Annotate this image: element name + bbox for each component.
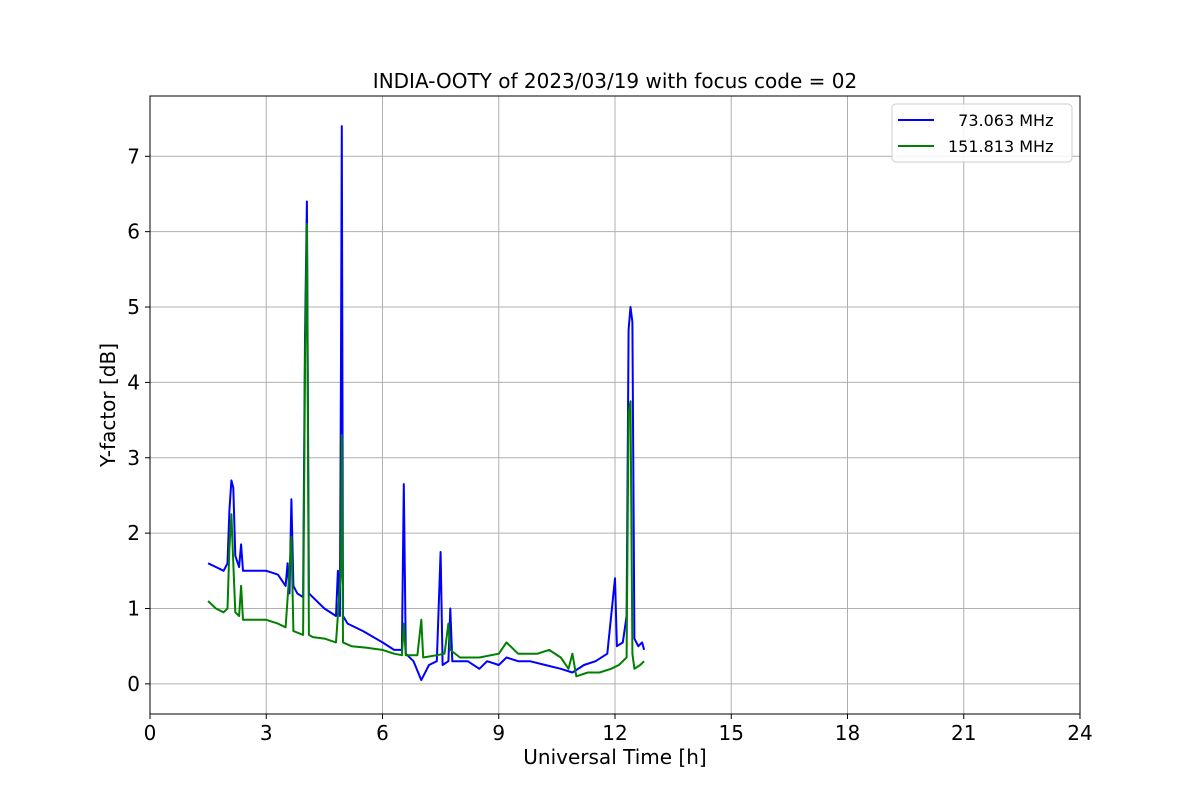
legend-label: 73.063 MHz (948, 111, 1053, 130)
x-tick-label: 18 (835, 721, 860, 745)
x-tick-label: 24 (1067, 721, 1092, 745)
x-axis: 0 3 6 9 12 15 18 21 24 (144, 714, 1093, 745)
series-line-blue (207, 125, 646, 682)
y-tick-label: 7 (127, 144, 140, 168)
chart-title: INDIA-OOTY of 2023/03/19 with focus code… (373, 69, 857, 93)
x-tick-label: 12 (602, 721, 627, 745)
y-axis-title: Y-factor [dB] (96, 343, 120, 468)
x-tick-label: 6 (376, 721, 389, 745)
y-tick-label: 4 (127, 370, 140, 394)
x-tick-label: 3 (260, 721, 273, 745)
y-tick-label: 2 (127, 521, 140, 545)
legend-label: 151.813 MHz (948, 137, 1053, 156)
y-tick-label: 5 (127, 295, 140, 319)
y-tick-label: 6 (127, 220, 140, 244)
y-tick-label: 3 (127, 446, 140, 470)
series-line-green (207, 223, 645, 678)
y-tick-label: 1 (127, 596, 140, 620)
x-tick-label: 21 (951, 721, 976, 745)
y-axis: 0 1 2 3 4 5 6 7 (127, 144, 150, 696)
legend: 73.063 MHz 151.813 MHz (891, 103, 1073, 163)
y-tick-label: 0 (127, 672, 140, 696)
series-layer (207, 125, 646, 682)
x-tick-label: 9 (492, 721, 505, 745)
x-tick-label: 15 (719, 721, 744, 745)
x-tick-label: 0 (144, 721, 157, 745)
legend-box (891, 103, 1073, 163)
x-axis-title: Universal Time [h] (523, 745, 706, 769)
